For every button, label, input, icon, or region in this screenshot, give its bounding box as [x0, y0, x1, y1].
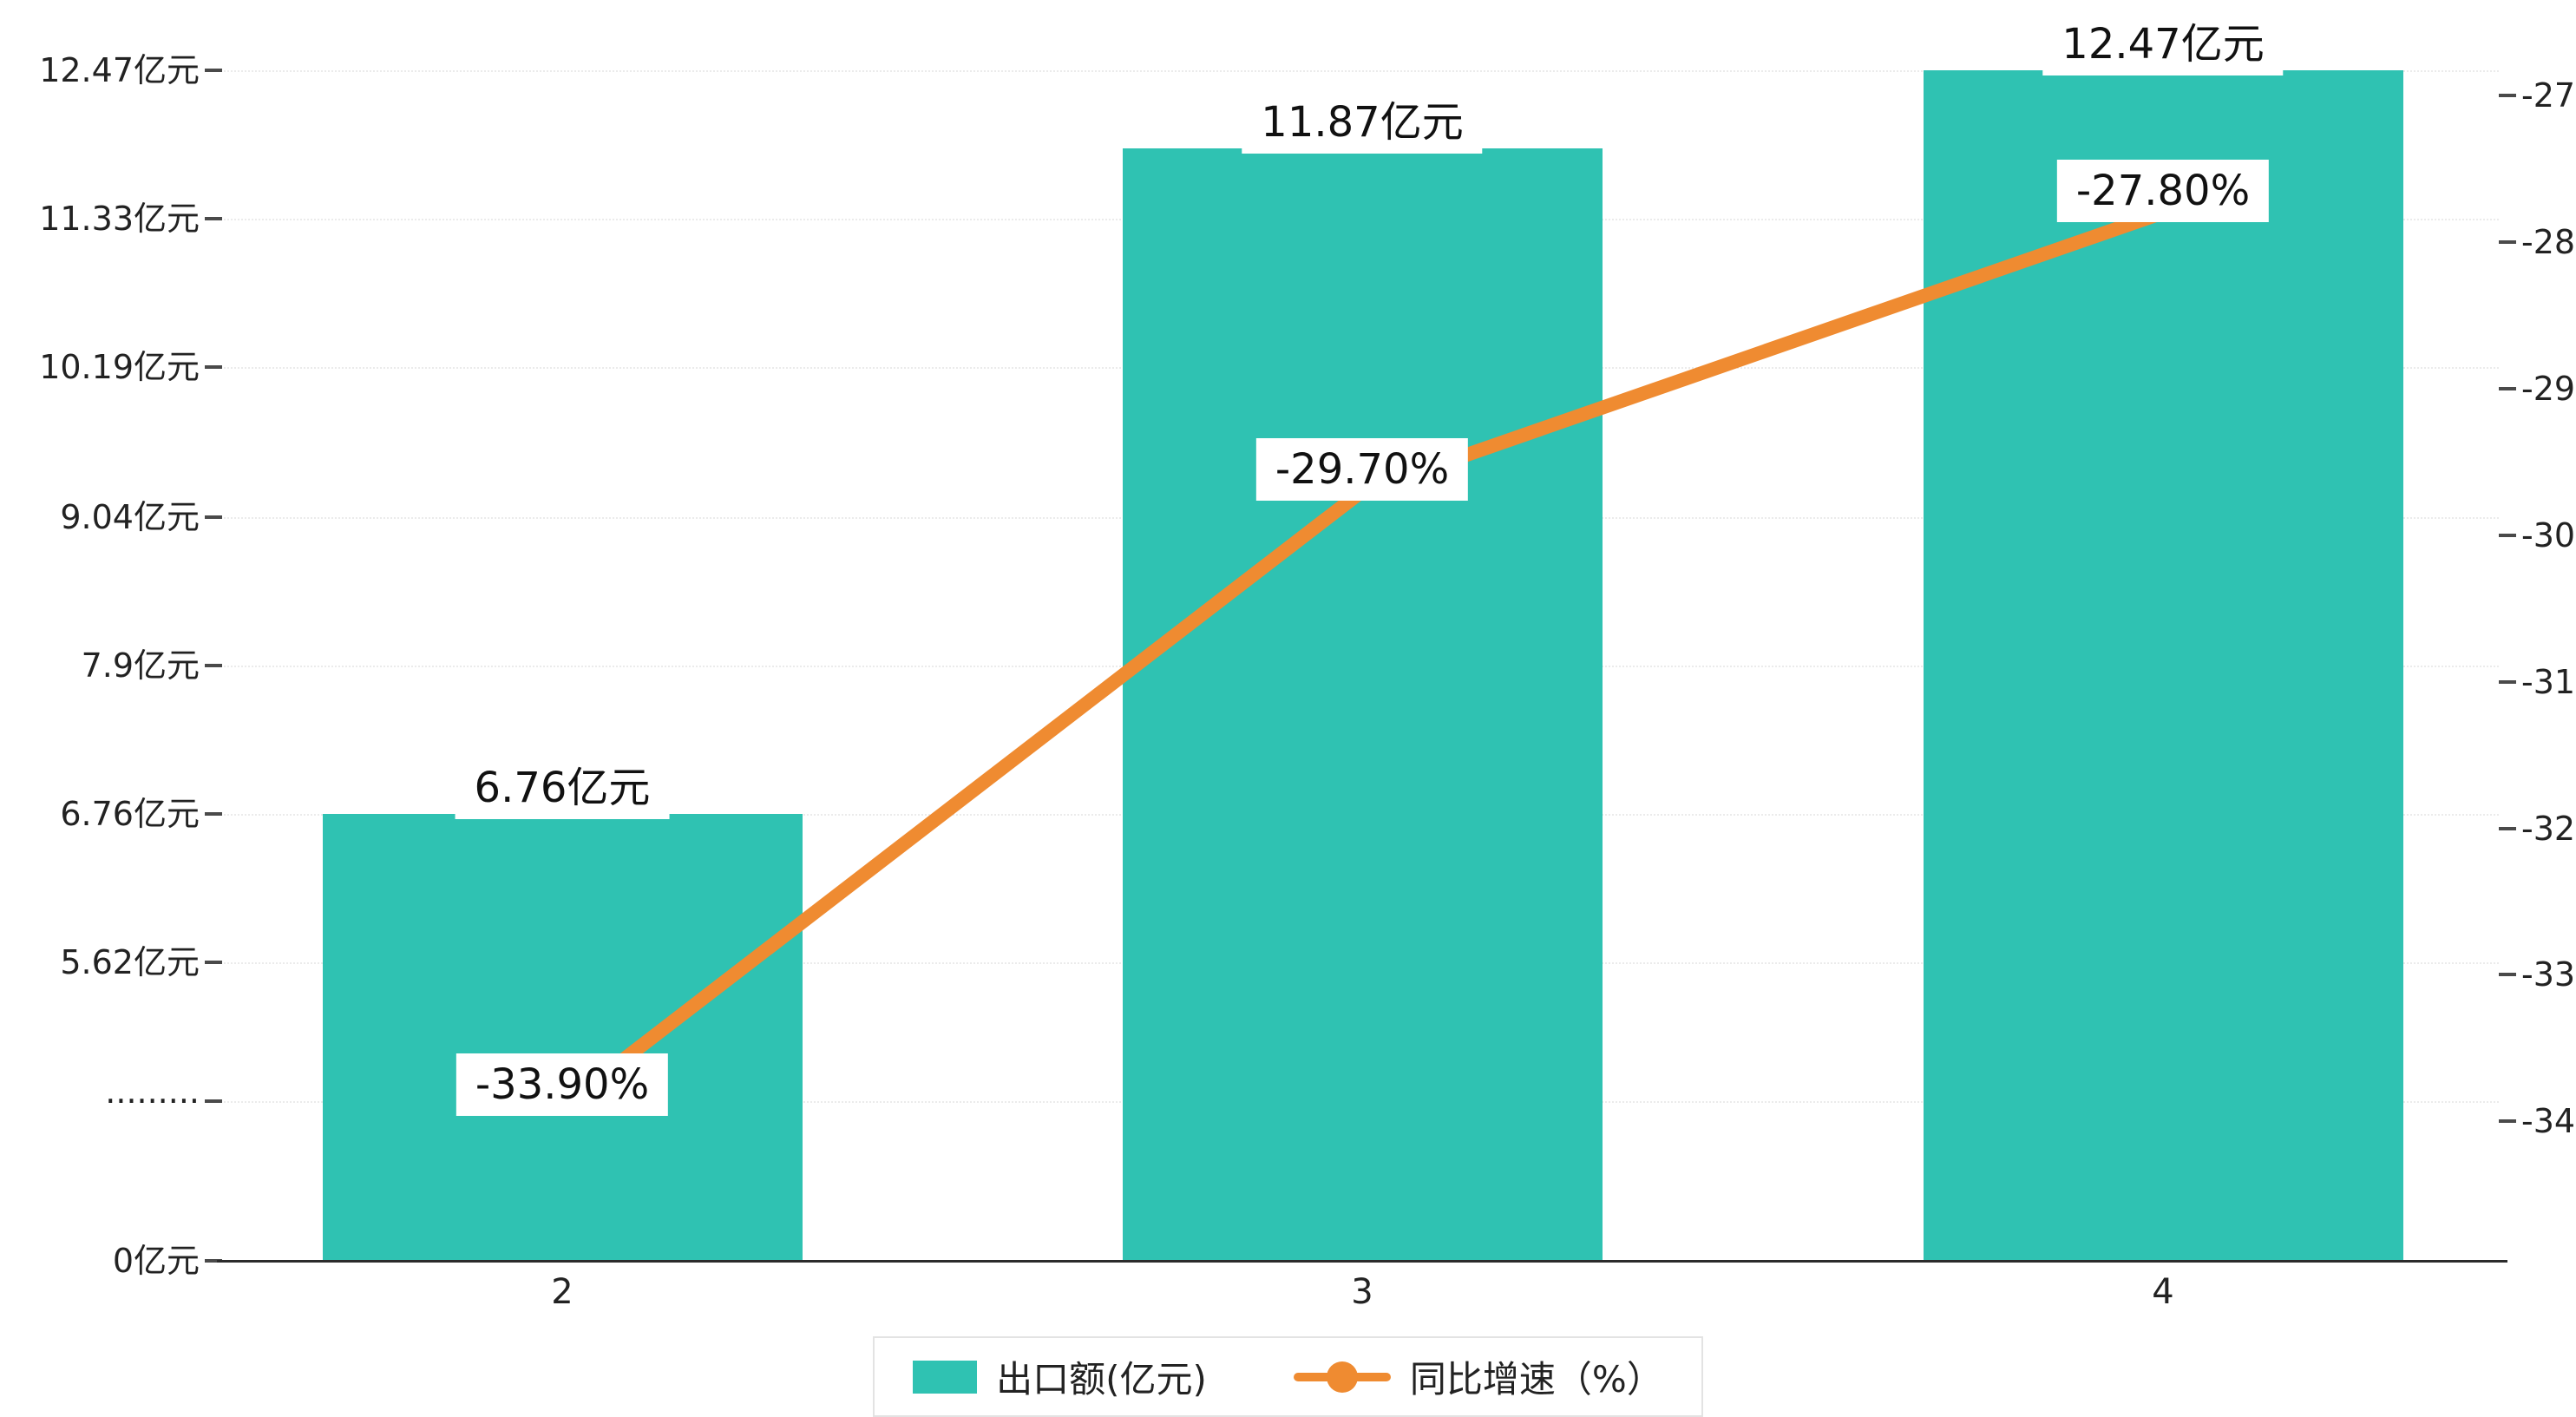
- right-axis-tick-label: -31: [2521, 662, 2576, 701]
- left-axis-tick-label: 10.19亿元: [39, 348, 200, 387]
- right-axis-tick-label: -30: [2521, 515, 2576, 554]
- line-marker-dot-icon: [1326, 1361, 1358, 1393]
- right-axis-tick-label: -34: [2521, 1102, 2576, 1141]
- x-axis-category-label: 3: [1351, 1272, 1373, 1312]
- left-axis-tick-label: 5.62亿元: [60, 943, 200, 982]
- bar-value-label: 11.87亿元: [1242, 91, 1483, 154]
- bar-value-label: 6.76亿元: [455, 757, 670, 819]
- left-axis-tick: [205, 961, 222, 965]
- left-axis-tick: [205, 515, 222, 519]
- bar: [1923, 70, 2403, 1261]
- bar-value-label: 12.47亿元: [2042, 13, 2284, 75]
- left-axis-tick: [205, 217, 222, 221]
- left-axis-tick: [205, 812, 222, 816]
- line-value-label: -27.80%: [2056, 160, 2270, 223]
- right-axis-tick: [2499, 386, 2516, 390]
- right-axis-tick: [2499, 1119, 2516, 1124]
- right-axis-tick: [2499, 533, 2516, 537]
- right-axis-tick-label: -32: [2521, 809, 2576, 848]
- left-axis-tick-label: 7.9亿元: [81, 646, 200, 685]
- x-axis-category-label: 4: [2152, 1272, 2174, 1312]
- right-axis-tick: [2499, 679, 2516, 684]
- bar: [322, 814, 803, 1261]
- right-axis-tick-label: -29: [2521, 369, 2576, 408]
- legend-label-export-amount: 出口额(亿元): [996, 1358, 1207, 1401]
- left-axis-tick: [205, 1099, 222, 1103]
- right-axis-tick-label: -27: [2521, 76, 2576, 115]
- left-axis-tick-label: 9.04亿元: [60, 497, 200, 536]
- legend-item-yoy-growth[interactable]: 同比增速（%）: [1293, 1350, 1663, 1403]
- legend-box: 出口额(亿元) 同比增速（%）: [873, 1336, 1703, 1417]
- right-axis-tick: [2499, 973, 2516, 977]
- left-axis-tick: [205, 1259, 222, 1263]
- left-axis-tick-label: 6.76亿元: [60, 795, 200, 833]
- left-axis-tick-label: 0亿元: [112, 1242, 200, 1280]
- bar: [1122, 148, 1603, 1261]
- x-axis-category-label: 2: [551, 1272, 574, 1312]
- right-axis-tick: [2499, 826, 2516, 830]
- left-axis-tick: [205, 69, 222, 72]
- right-axis-tick-label: -33: [2521, 955, 2576, 994]
- left-axis-tick-label: ·········: [105, 1082, 200, 1120]
- x-axis-line: [217, 1260, 2507, 1263]
- line-value-label: -29.70%: [1255, 438, 1469, 502]
- legend: 出口额(亿元) 同比增速（%）: [0, 1336, 2576, 1417]
- legend-label-yoy-growth: 同比增速（%）: [1409, 1358, 1663, 1401]
- left-axis-tick-label: 11.33亿元: [39, 200, 200, 239]
- right-axis-tick-label: -28: [2521, 222, 2576, 261]
- right-axis-tick: [2499, 239, 2516, 244]
- gridline: [217, 70, 2499, 72]
- right-axis-tick: [2499, 94, 2516, 97]
- bar-swatch-icon: [913, 1360, 978, 1394]
- left-axis-tick-label: 12.47亿元: [39, 51, 200, 89]
- left-axis-tick: [205, 663, 222, 667]
- left-axis-tick: [205, 365, 222, 370]
- legend-item-export-amount[interactable]: 出口额(亿元): [913, 1350, 1207, 1403]
- line-value-label: -33.90%: [456, 1053, 669, 1117]
- line-swatch-icon: [1293, 1361, 1391, 1393]
